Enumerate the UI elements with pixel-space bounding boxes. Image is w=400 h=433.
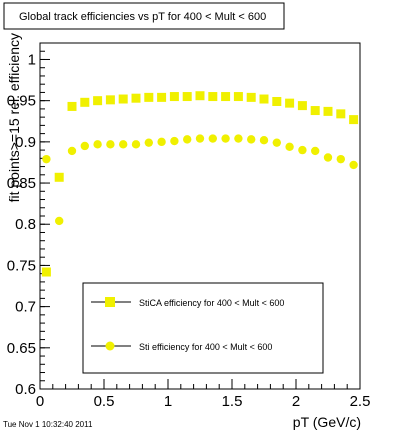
y-tick-label: 0.95 [7, 93, 36, 110]
data-point-square [259, 94, 269, 104]
y-tick-label: 0.75 [7, 257, 36, 274]
y-axis-title: fit points>=15 rel. efficiency [6, 33, 22, 202]
data-point-square [157, 92, 167, 102]
data-point-square [41, 267, 51, 277]
data-point-circle [80, 141, 90, 151]
x-tick-label: 2.5 [350, 393, 371, 410]
data-point-circle [183, 135, 192, 144]
data-point-square [144, 92, 154, 102]
data-point-square [272, 96, 282, 106]
data-point-circle [55, 216, 64, 226]
x-tick-label: 2 [292, 393, 300, 410]
data-point-square [336, 109, 346, 119]
data-point-circle [42, 154, 51, 164]
data-point-square [54, 172, 64, 182]
legend-entry-sti: Sti efficiency for 400 < Mult < 600 [89, 332, 272, 362]
data-point-circle [195, 134, 205, 143]
x-axis-title: pT (GeV/c) [293, 414, 361, 430]
data-point-square [221, 92, 231, 102]
data-point-circle [170, 136, 179, 146]
data-point-circle [259, 136, 269, 145]
x-tick-label: 1.5 [222, 393, 243, 410]
data-point-circle [298, 145, 307, 155]
data-point-circle [67, 146, 77, 156]
data-point-square [246, 92, 256, 102]
data-point-circle [144, 138, 153, 147]
data-point-circle [221, 134, 230, 143]
y-tick-label: 0.8 [15, 216, 36, 233]
data-point-circle [311, 146, 320, 156]
data-point-circle [157, 137, 166, 147]
data-point-square [233, 92, 243, 102]
data-point-square [323, 106, 333, 116]
data-point-square [67, 101, 77, 111]
data-point-circle [131, 140, 141, 149]
data-point-square [169, 92, 179, 102]
data-point-square [118, 94, 128, 104]
y-tick-label: 0.85 [7, 175, 36, 192]
x-tick-label: 1 [164, 393, 172, 410]
timestamp: Tue Nov 1 10:32:40 2011 [3, 420, 93, 429]
y-tick-label: 0.65 [7, 340, 36, 357]
data-point-square [349, 115, 359, 125]
data-point-square [105, 95, 115, 105]
data-point-circle [323, 153, 333, 162]
y-tick-label: 1 [28, 51, 36, 68]
data-point-circle [336, 154, 345, 164]
y-axis: 0.6 0.65 0.7 0.75 0.8 0.85 0.9 0.95 1 [7, 42, 50, 398]
chart-title: Global track efficiencies vs pT for 400 … [19, 11, 266, 23]
data-point-circle [208, 134, 217, 143]
legend-label-sti: Sti efficiency for 400 < Mult < 600 [139, 342, 272, 352]
y-tick-label: 0.7 [15, 299, 36, 316]
data-point-circle [106, 140, 115, 149]
data-point-circle [119, 140, 128, 149]
x-tick-label: 0 [36, 393, 44, 410]
data-point-square [208, 92, 218, 102]
x-axis: 0 0.5 1 1.5 2 2.5 [36, 379, 371, 410]
data-point-square [195, 91, 205, 101]
data-point-circle [349, 160, 358, 170]
data-point-square [310, 106, 320, 116]
data-point-circle [272, 138, 281, 147]
legend-marker-circle [105, 341, 115, 351]
data-point-square [131, 93, 141, 103]
legend-marker-square [105, 297, 115, 307]
data-point-square [80, 97, 90, 107]
series-sti [42, 134, 358, 226]
data-point-circle [285, 142, 294, 151]
data-point-square [297, 101, 307, 111]
legend-label-stica: StiCA efficiency for 400 < Mult < 600 [139, 298, 284, 308]
legend: StiCA efficiency for 400 < Mult < 600 St… [82, 282, 324, 374]
y-tick-label: 0.9 [15, 134, 36, 151]
data-point-square [285, 98, 295, 108]
y-tick-label: 0.6 [15, 381, 36, 398]
x-tick-label: 0.5 [94, 393, 115, 410]
series-stica [41, 91, 359, 277]
data-point-square [182, 92, 192, 102]
data-point-circle [247, 135, 256, 144]
legend-entry-stica: StiCA efficiency for 400 < Mult < 600 [89, 289, 284, 319]
data-point-circle [93, 140, 102, 149]
data-point-circle [234, 134, 243, 143]
title-box: Global track efficiencies vs pT for 400 … [3, 2, 285, 30]
data-point-square [93, 96, 103, 106]
